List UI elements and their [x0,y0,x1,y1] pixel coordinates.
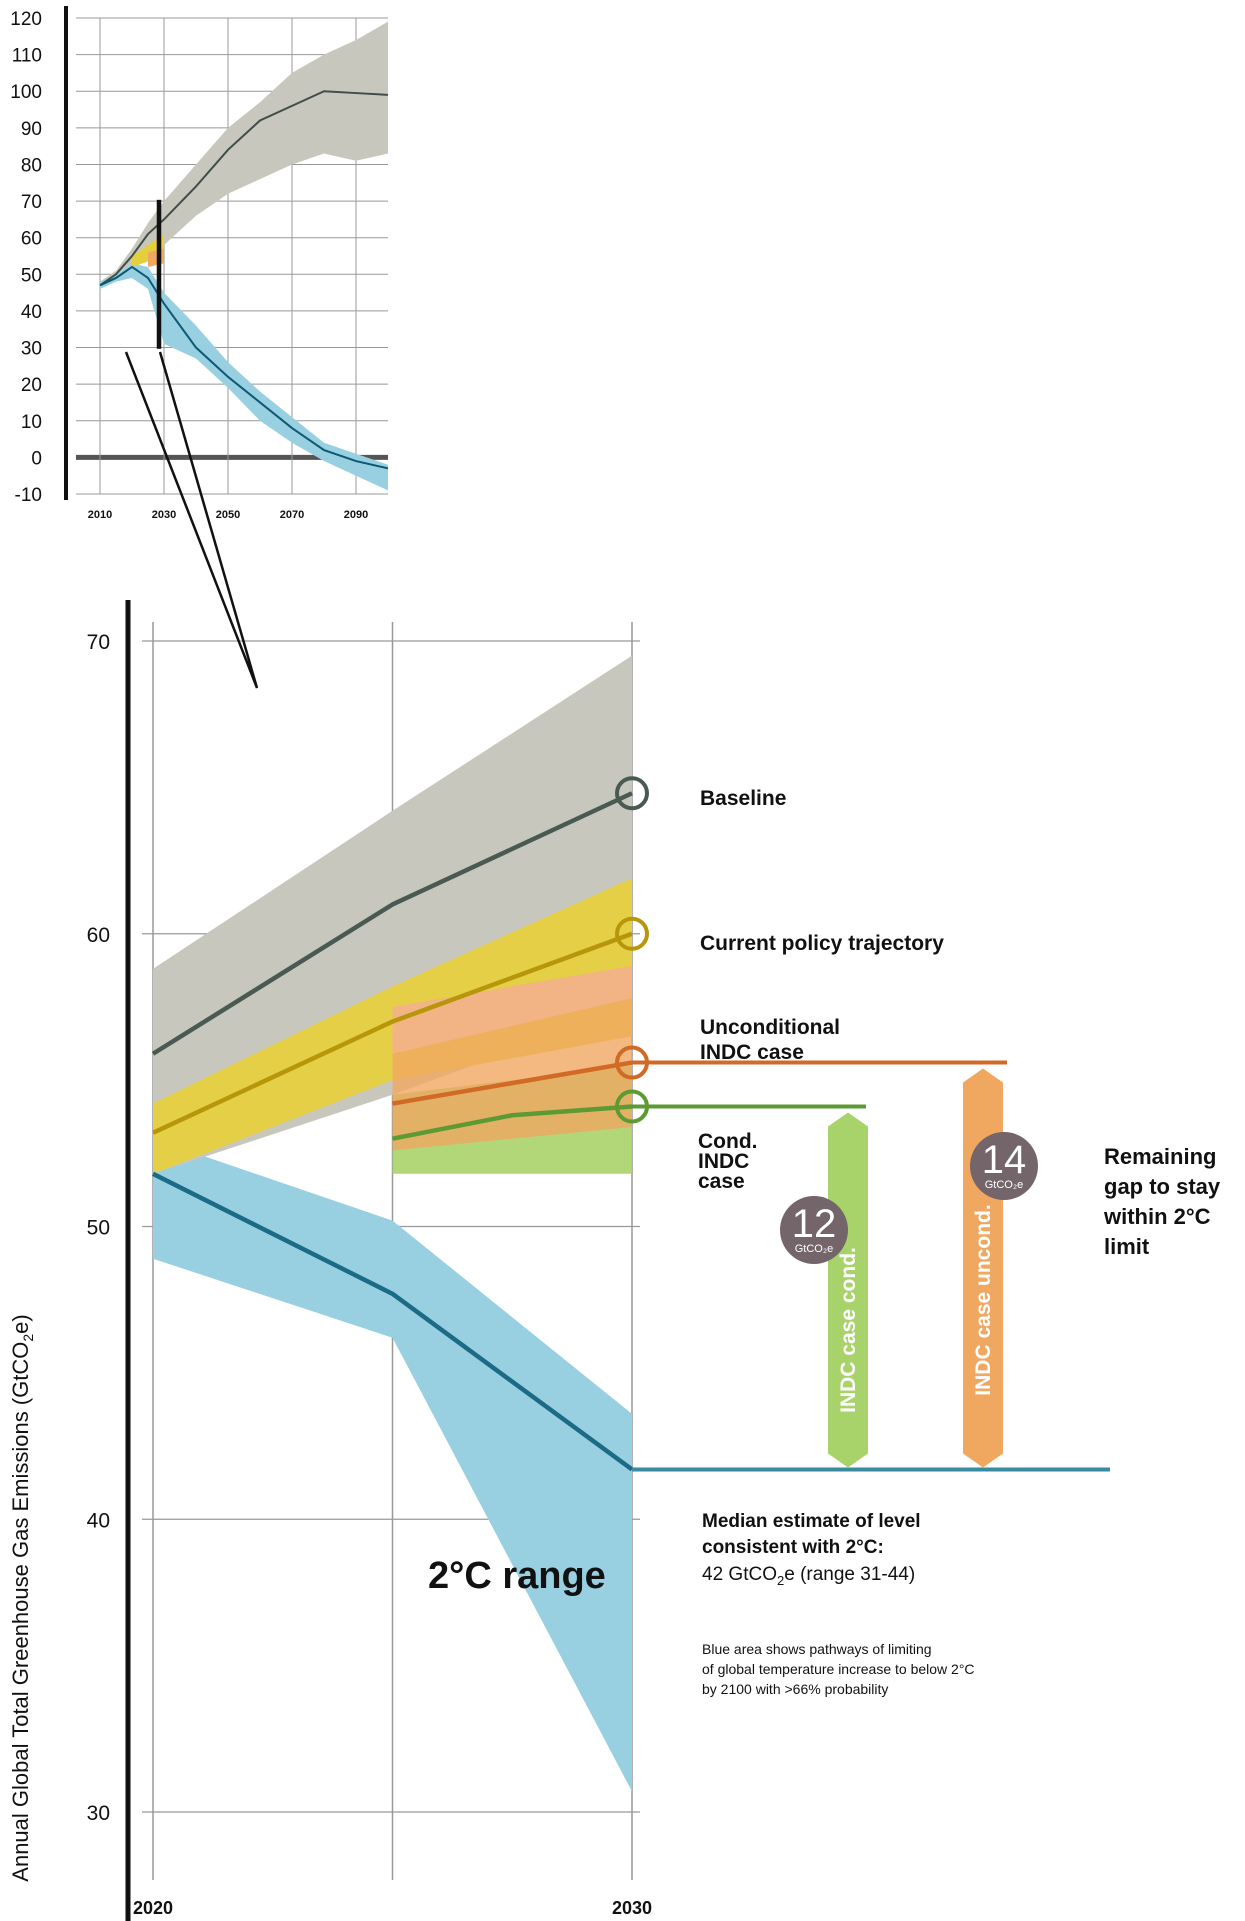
median-note-3: 42 GtCO2e (range 31-44) [702,1564,915,1588]
overview-y-tick: 30 [21,339,42,360]
remaining-gap-1: Remaining [1104,1144,1216,1169]
blue-area-note-1: Blue area shows pathways of limiting [702,1641,932,1657]
gap-bar-conditional [828,1112,868,1468]
detail-y-tick: 30 [87,1802,110,1825]
detail-band [153,1138,632,1792]
gap-bars: INDC case cond. INDC case uncond. [632,1060,1110,1472]
detail-series-line [151,791,633,1056]
detail-series-line [152,931,633,1135]
badge-14-value: 14 [982,1138,1027,1182]
blue-area-note-2: of global temperature increase to below … [702,1661,975,1677]
detail-x-tick: 2020 [133,1898,173,1918]
overview-y-tick: 10 [21,412,42,433]
badge-circle [780,1196,848,1264]
detail-chart: 70 60 50 40 30 2020 2030 [87,600,652,1921]
label-cond-2: INDC [698,1150,749,1173]
label-uncond-2: INDC case [700,1041,804,1064]
median-note-2: consistent with 2°C: [702,1537,884,1558]
label-uncond-1: Unconditional [700,1016,840,1039]
detail-endpoint-marker [615,776,649,811]
overview-x-tick: 2010 [88,509,112,521]
overview-y-tick: 70 [21,192,42,213]
remaining-gap-2: gap to stay [1104,1174,1221,1199]
overview-y-tick: 100 [10,82,42,103]
label-cond-3: case [698,1170,745,1193]
median-note-1: Median estimate of level [702,1511,921,1532]
two-degree-range-label: 2°C range [428,1555,606,1597]
detail-y-tick: 50 [87,1217,110,1240]
y-axis-title: Annual Global Total Greenhouse Gas Emiss… [8,1314,36,1881]
overview-y-tick: 0 [31,448,42,469]
overview-y-tick: 60 [21,229,42,250]
overview-y-tick: 90 [21,119,42,140]
detail-series-line [392,1104,633,1141]
detail-series-line [151,1171,634,1472]
label-cond-1: Cond. [698,1130,757,1153]
label-baseline: Baseline [700,787,786,810]
overview-y-tick: 40 [21,302,42,323]
gap-bar-uncond-label: INDC case uncond. [972,1204,995,1395]
overview-y-tick: -10 [15,485,42,506]
gap-bar-cond-label: INDC case cond. [837,1247,860,1413]
detail-y-tick: 60 [87,924,110,947]
overview-series-line [99,90,389,287]
badge-12-unit: GtCO₂e [795,1243,834,1255]
zoom-connector [124,351,259,689]
overview-y-tick: 110 [12,46,42,67]
remaining-gap-3: within 2°C [1103,1204,1211,1229]
detail-y-tick: 40 [87,1509,110,1532]
detail-endpoint-marker [615,916,649,951]
detail-y-tick: 70 [87,631,110,654]
overview-band [100,21,388,286]
badge-12-value: 12 [792,1202,837,1246]
overview-band [100,263,388,491]
overview-x-tick: 2030 [152,509,176,521]
gap-badge-14: 14 GtCO₂e [970,1132,1038,1200]
label-current-policy: Current policy trajectory [700,932,944,955]
gap-badge-12: 12 GtCO₂e [780,1196,848,1264]
overview-x-tick: 2070 [280,509,304,521]
overview-x-tick: 2050 [216,509,240,521]
blue-area-note-3: by 2100 with >66% probability [702,1681,888,1697]
remaining-gap-4: limit [1104,1234,1150,1259]
detail-uncond-highlight [392,965,632,1054]
overview-y-tick: 120 [10,9,42,30]
badge-14-unit: GtCO₂e [985,1179,1024,1191]
detail-series-line [392,1060,633,1106]
overview-y-tick: 80 [21,155,42,176]
detail-x-tick: 2030 [612,1898,652,1918]
overview-y-tick: 50 [21,265,42,286]
overview-series-line [99,265,389,470]
overview-x-tick: 2090 [344,509,368,521]
badge-circle [970,1132,1038,1200]
overview-zoom-box [156,199,162,349]
overview-y-tick: 20 [21,375,42,396]
